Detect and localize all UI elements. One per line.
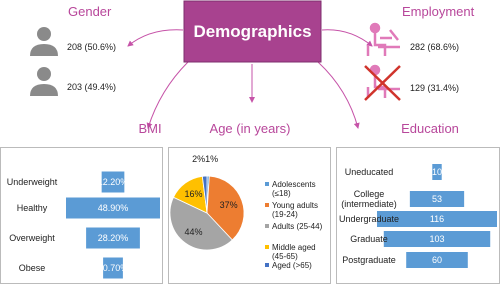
employment-employed: 282 (68.6%) bbox=[410, 42, 460, 52]
pie-slice bbox=[206, 175, 245, 241]
person-head bbox=[37, 27, 51, 41]
person-icons bbox=[30, 27, 58, 96]
value-label: 10 bbox=[431, 167, 442, 177]
legend-swatch bbox=[265, 224, 269, 228]
cross bbox=[364, 65, 401, 101]
value-label: 12.20% bbox=[97, 177, 129, 187]
bar bbox=[102, 256, 124, 280]
value-label: 1% bbox=[205, 154, 219, 165]
worker-head bbox=[369, 22, 381, 34]
category-label: Underweight bbox=[6, 177, 58, 187]
value-label: 10.70% bbox=[97, 263, 129, 273]
employment-unemployed: 129 (31.4%) bbox=[410, 83, 460, 93]
person-head bbox=[37, 67, 51, 81]
legend-swatch bbox=[265, 245, 269, 249]
gender-male: 203 (49.4%) bbox=[67, 82, 117, 92]
arrows bbox=[127, 29, 373, 129]
gender-female: 208 (50.6%) bbox=[67, 42, 117, 52]
arrow bbox=[321, 29, 373, 47]
value-label: 16% bbox=[184, 189, 203, 200]
bar bbox=[65, 196, 161, 220]
bar bbox=[85, 226, 141, 250]
legend-label: Adolescents (≤18) bbox=[272, 180, 316, 198]
category-label: College (intermediate) bbox=[341, 189, 397, 209]
category-label: Graduate bbox=[350, 234, 388, 244]
arrow bbox=[127, 29, 184, 47]
bar bbox=[408, 190, 466, 208]
value-label: 37% bbox=[219, 200, 238, 211]
work-icons bbox=[364, 22, 401, 101]
arrow bbox=[146, 61, 189, 129]
legend-swatch bbox=[265, 182, 269, 186]
bar bbox=[100, 170, 126, 194]
category-label: Overweight bbox=[9, 233, 55, 243]
value-label: 44% bbox=[184, 226, 203, 237]
category-label: Uneducated bbox=[344, 167, 394, 177]
category-label: Postgraduate bbox=[342, 255, 396, 265]
legend-swatch bbox=[265, 263, 269, 267]
category-label: Healthy bbox=[16, 203, 48, 213]
value-label: 48.90% bbox=[97, 203, 129, 213]
bar bbox=[376, 210, 498, 228]
legend-swatch bbox=[265, 203, 269, 207]
value-label: 2% bbox=[192, 154, 206, 165]
chart-title: Age (in years) bbox=[209, 121, 291, 136]
legend-label: Young adults (19-24) bbox=[272, 201, 318, 219]
chart-title: Education bbox=[401, 121, 459, 136]
value-label: 103 bbox=[429, 234, 445, 244]
chart-title: BMI bbox=[138, 121, 162, 136]
category-label: Obese bbox=[18, 263, 46, 273]
bar bbox=[382, 230, 492, 248]
person-body bbox=[30, 44, 58, 56]
person-body bbox=[30, 84, 58, 96]
bar bbox=[431, 163, 443, 181]
value-label: 60 bbox=[431, 255, 442, 265]
pie-slice bbox=[169, 196, 233, 251]
legend-label: Middle aged (45-65) bbox=[272, 243, 316, 261]
employment-label: Employment bbox=[402, 4, 475, 19]
value-label: 53 bbox=[431, 194, 442, 204]
pie-slice bbox=[201, 175, 208, 214]
worker bbox=[366, 29, 400, 56]
legend-label: Adults (25-44) bbox=[272, 222, 323, 231]
value-label: 28.20% bbox=[97, 233, 129, 243]
value-label: 116 bbox=[429, 214, 445, 224]
category-label: Undergraduate bbox=[338, 214, 400, 224]
legend-label: Aged (>65) bbox=[272, 261, 312, 270]
bar bbox=[405, 251, 469, 269]
title: Demographics bbox=[193, 22, 312, 41]
title-box bbox=[183, 0, 322, 63]
arrow bbox=[317, 61, 360, 129]
gender-label: Gender bbox=[68, 4, 112, 19]
